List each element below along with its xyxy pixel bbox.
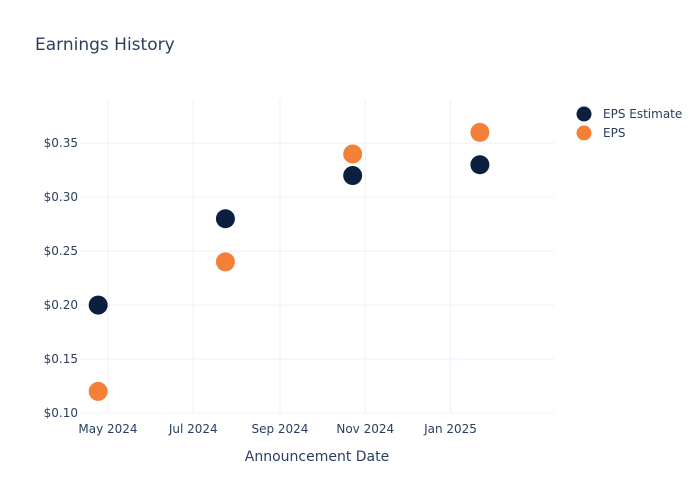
legend-label-eps[interactable]: EPS (603, 126, 625, 140)
legend[interactable]: EPS Estimate EPS (576, 106, 683, 141)
eps-estimate-point[interactable] (215, 209, 235, 229)
x-tick-label: Sep 2024 (251, 422, 308, 436)
eps-estimate-point[interactable] (343, 166, 363, 186)
eps-point[interactable] (470, 122, 490, 142)
legend-marker-eps-estimate[interactable] (576, 106, 592, 122)
legend-marker-eps[interactable] (576, 125, 592, 141)
y-axis-ticks: $0.10 $0.15 $0.20 $0.25 $0.30 $0.35 (44, 136, 78, 420)
y-tick-label: $0.10 (44, 406, 78, 420)
x-axis-title: Announcement Date (245, 449, 389, 465)
x-tick-label: Jul 2024 (168, 422, 218, 436)
eps-point[interactable] (343, 144, 363, 164)
y-tick-label: $0.25 (44, 244, 78, 258)
y-tick-label: $0.20 (44, 298, 78, 312)
eps-estimate-point[interactable] (470, 155, 490, 175)
grid (80, 100, 554, 414)
y-tick-label: $0.15 (44, 352, 78, 366)
x-axis-ticks: May 2024 Jul 2024 Sep 2024 Nov 2024 Jan 2025 (78, 422, 477, 436)
x-tick-label: May 2024 (78, 422, 137, 436)
y-tick-label: $0.30 (44, 190, 78, 204)
chart-title: Earnings History (35, 35, 175, 55)
legend-label-eps-estimate[interactable]: EPS Estimate (603, 107, 682, 121)
data-points (88, 122, 490, 401)
x-tick-label: Jan 2025 (423, 422, 477, 436)
y-tick-label: $0.35 (44, 136, 78, 150)
eps-point[interactable] (88, 381, 108, 401)
x-tick-label: Nov 2024 (336, 422, 394, 436)
eps-estimate-point[interactable] (88, 295, 108, 315)
eps-point[interactable] (215, 252, 235, 272)
